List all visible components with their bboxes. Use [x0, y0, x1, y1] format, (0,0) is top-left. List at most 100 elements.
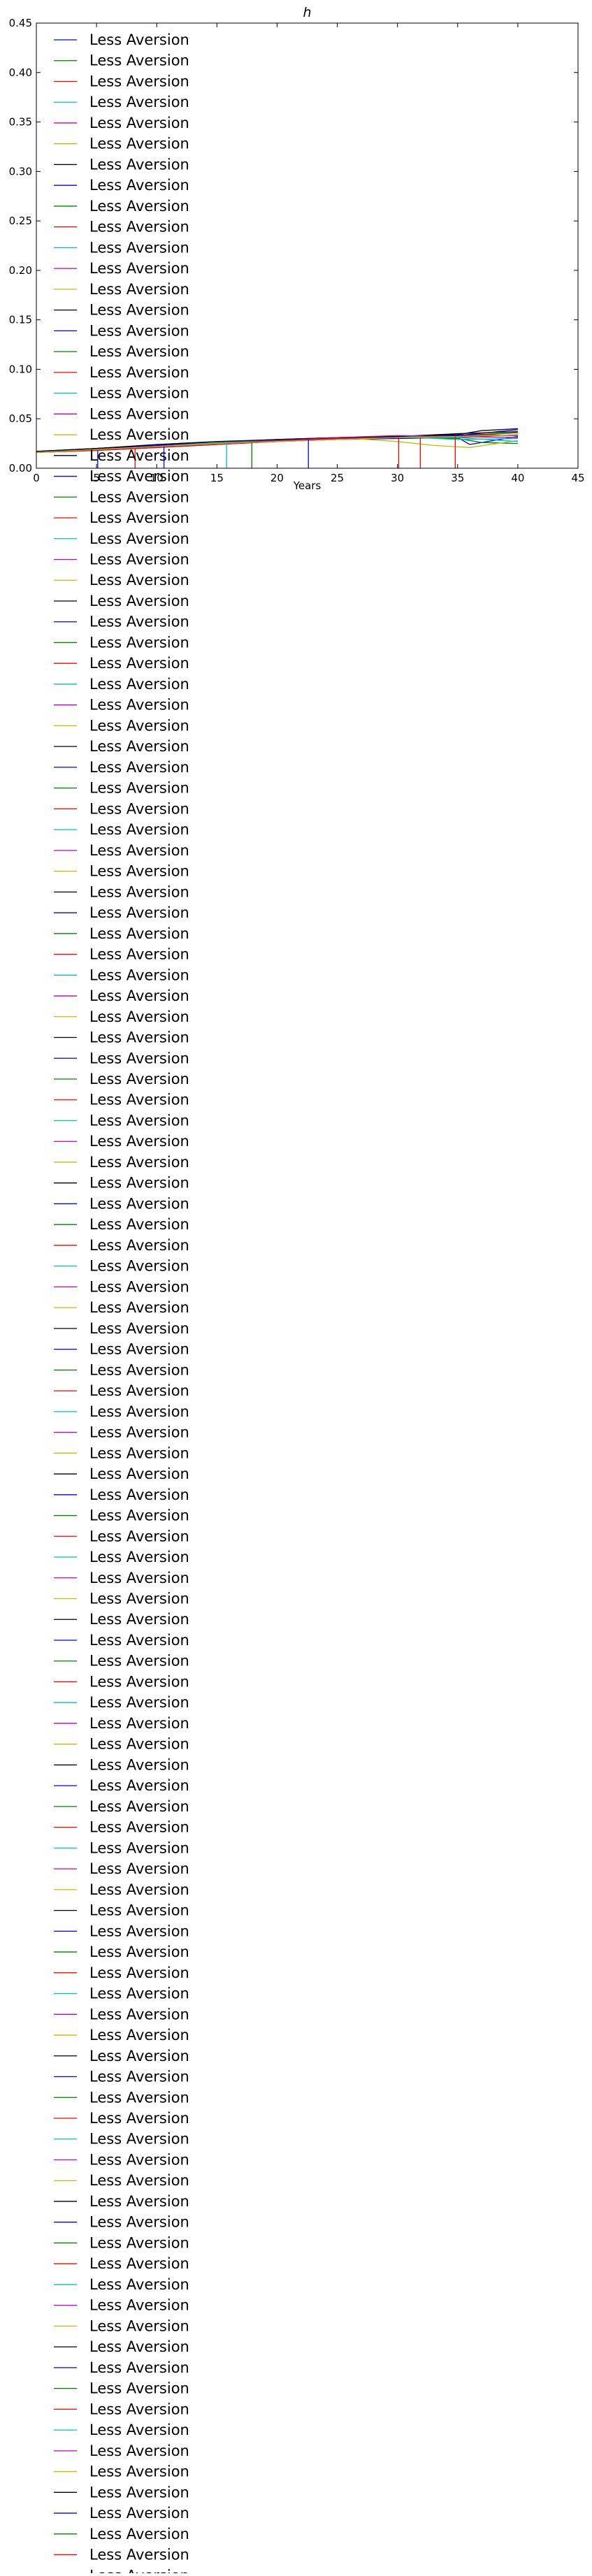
legend-entry: Less Aversion: [54, 1777, 189, 1794]
legend-label: Less Aversion: [89, 967, 189, 983]
legend-label: Less Aversion: [89, 2567, 189, 2573]
legend-label: Less Aversion: [89, 115, 189, 131]
legend-entry: Less Aversion: [54, 2214, 189, 2231]
legend-label: Less Aversion: [89, 2380, 189, 2397]
legend-entry: Less Aversion: [54, 1112, 189, 1129]
legend-label: Less Aversion: [89, 1092, 189, 1108]
legend: Less Aversion Less Aversion Less Aversion L…: [54, 31, 189, 2576]
legend-label: Less Aversion: [89, 2463, 189, 2480]
y-tick-label: 0.00: [9, 462, 32, 475]
legend-label: Less Aversion: [89, 73, 189, 89]
legend-entry: Less Aversion: [54, 1673, 189, 1690]
legend-entry: Less Aversion: [54, 2380, 189, 2397]
legend-entry: Less Aversion: [54, 883, 189, 900]
legend-entry: Less Aversion: [54, 1715, 189, 1732]
x-tick-label: 5: [93, 472, 100, 484]
legend-entry: Less Aversion: [54, 94, 189, 110]
legend-label: Less Aversion: [89, 2151, 189, 2168]
legend-label: Less Aversion: [89, 717, 189, 734]
legend-label: Less Aversion: [89, 1133, 189, 1150]
legend-label: Less Aversion: [89, 800, 189, 817]
legend-entry: Less Aversion: [54, 1299, 189, 1316]
legend-label: Less Aversion: [89, 2338, 189, 2355]
legend-label: Less Aversion: [89, 1591, 189, 1607]
legend-label: Less Aversion: [89, 863, 189, 880]
legend-entry: Less Aversion: [54, 1361, 189, 1378]
legend-entry: Less Aversion: [54, 447, 189, 464]
x-tick-label: 35: [451, 472, 464, 484]
legend-label: Less Aversion: [89, 2443, 189, 2459]
legend-entry: Less Aversion: [54, 2547, 189, 2563]
legend-label: Less Aversion: [89, 1424, 189, 1441]
legend-label: Less Aversion: [89, 509, 189, 526]
y-tick-label: 0.35: [9, 116, 32, 129]
legend-entry: Less Aversion: [54, 1320, 189, 1337]
legend-label: Less Aversion: [89, 1756, 189, 1773]
legend-entry: Less Aversion: [54, 1071, 189, 1087]
legend-entry: Less Aversion: [54, 1944, 189, 1960]
legend-label: Less Aversion: [89, 405, 189, 422]
legend-label: Less Aversion: [89, 177, 189, 194]
legend-label: Less Aversion: [89, 2110, 189, 2127]
legend-label: Less Aversion: [89, 2526, 189, 2542]
legend-label: Less Aversion: [89, 572, 189, 588]
legend-entry: Less Aversion: [54, 2276, 189, 2293]
legend-entry: Less Aversion: [54, 2151, 189, 2168]
legend-entry: Less Aversion: [54, 800, 189, 817]
legend-label: Less Aversion: [89, 343, 189, 360]
legend-entry: Less Aversion: [54, 551, 189, 568]
legend-label: Less Aversion: [89, 1549, 189, 1565]
legend-label: Less Aversion: [89, 31, 189, 48]
legend-entry: Less Aversion: [54, 1923, 189, 1939]
legend-entry: Less Aversion: [54, 759, 189, 776]
legend-entry: Less Aversion: [54, 738, 189, 755]
legend-label: Less Aversion: [89, 198, 189, 215]
legend-entry: Less Aversion: [54, 52, 189, 69]
legend-label: Less Aversion: [89, 1964, 189, 1981]
legend-entry: Less Aversion: [54, 302, 189, 319]
legend-entry: Less Aversion: [54, 717, 189, 734]
x-tick-label: 45: [571, 472, 584, 484]
legend-entry: Less Aversion: [54, 468, 189, 485]
legend-entry: Less Aversion: [54, 1133, 189, 1150]
legend-entry: Less Aversion: [54, 2338, 189, 2355]
legend-label: Less Aversion: [89, 738, 189, 755]
legend-entry: Less Aversion: [54, 198, 189, 215]
axes-frame: [36, 22, 579, 469]
legend-entry: Less Aversion: [54, 281, 189, 298]
legend-entry: Less Aversion: [54, 2234, 189, 2251]
legend-entry: Less Aversion: [54, 1466, 189, 1482]
x-tick-label: 10: [150, 472, 164, 484]
legend-label: Less Aversion: [89, 2089, 189, 2106]
legend-entry: Less Aversion: [54, 987, 189, 1004]
legend-entry: Less Aversion: [54, 925, 189, 942]
legend-entry: Less Aversion: [54, 904, 189, 921]
legend-entry: Less Aversion: [54, 364, 189, 381]
legend-entry: Less Aversion: [54, 2297, 189, 2314]
legend-label: Less Aversion: [89, 2006, 189, 2023]
legend-entry: Less Aversion: [54, 1092, 189, 1108]
legend-label: Less Aversion: [89, 2131, 189, 2148]
legend-entry: Less Aversion: [54, 1050, 189, 1066]
legend-entry: Less Aversion: [54, 2463, 189, 2480]
legend-label: Less Aversion: [89, 1361, 189, 1378]
legend-entry: Less Aversion: [54, 634, 189, 651]
legend-label: Less Aversion: [89, 94, 189, 110]
legend-entry: Less Aversion: [54, 1570, 189, 1586]
legend-entry: Less Aversion: [54, 2255, 189, 2272]
legend-entry: Less Aversion: [54, 842, 189, 859]
legend-label: Less Aversion: [89, 2422, 189, 2438]
legend-entry: Less Aversion: [54, 1591, 189, 1607]
legend-entry: Less Aversion: [54, 1839, 189, 1856]
legend-label: Less Aversion: [89, 1923, 189, 1939]
legend-entry: Less Aversion: [54, 489, 189, 505]
legend-entry: Less Aversion: [54, 1653, 189, 1670]
legend-entry: Less Aversion: [54, 509, 189, 526]
legend-label: Less Aversion: [89, 1341, 189, 1358]
legend-entry: Less Aversion: [54, 1611, 189, 1628]
legend-entry: Less Aversion: [54, 1258, 189, 1275]
legend-label: Less Aversion: [89, 1299, 189, 1316]
legend-entry: Less Aversion: [54, 821, 189, 838]
legend-entry: Less Aversion: [54, 31, 189, 48]
